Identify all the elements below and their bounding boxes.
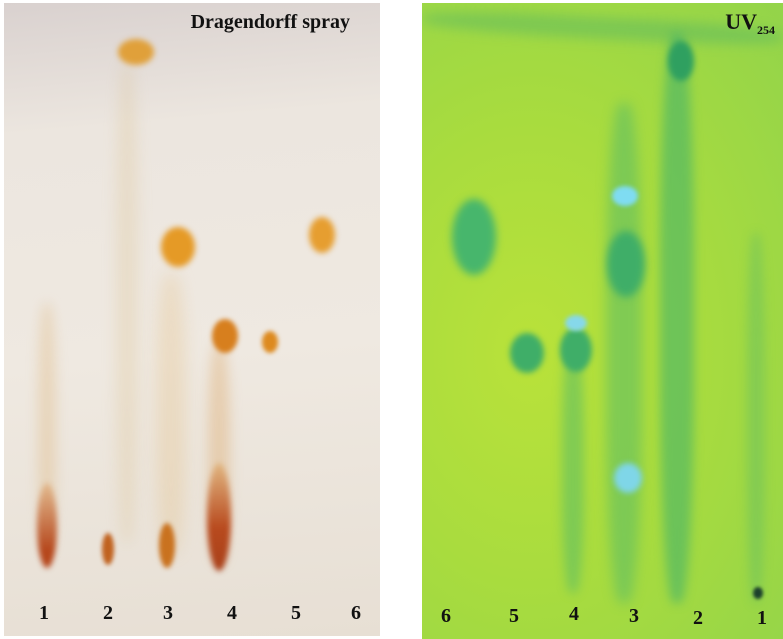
spot-uv-lane3-main [607, 231, 645, 297]
plate-title-uv254: UV254 [725, 9, 775, 37]
lane-label: 2 [103, 602, 113, 624]
lane-label: 4 [569, 603, 579, 625]
lane-label: 3 [163, 602, 173, 624]
spot-lane4-main [212, 319, 238, 353]
spot-lane2-front [118, 39, 154, 65]
lane-label: 1 [39, 602, 49, 624]
spot-lane3-main [161, 227, 195, 267]
lane-streak-2 [116, 63, 138, 543]
spot-uv-lane2-top [668, 41, 694, 81]
lane-label: 6 [351, 602, 361, 624]
plate-title-uv-wavelength: 254 [757, 23, 775, 37]
spot-lane6-main [309, 217, 335, 253]
spot-uv-lane4-fluor [565, 315, 587, 331]
tlc-plate-uv254: UV254 6 5 4 3 2 1 [422, 3, 783, 639]
spot-lane4-origin [207, 463, 231, 571]
lane-label: 6 [441, 605, 451, 627]
lane-label: 5 [291, 602, 301, 624]
spot-lane1-origin [37, 483, 57, 568]
lane-label: 4 [227, 602, 237, 624]
tlc-plate-dragendorff: Dragendorff spray 1 2 3 4 5 6 [4, 3, 380, 636]
spot-uv-lane3-top-fluor [612, 186, 638, 206]
lane-label: 2 [693, 607, 703, 629]
lane-streak-uv-2 [660, 33, 694, 603]
lane-label: 5 [509, 605, 519, 627]
spot-lane2-origin [102, 533, 114, 565]
lane-streak-uv-3 [606, 103, 642, 603]
spot-uv-lane6 [452, 199, 496, 275]
lane-label: 1 [757, 607, 767, 629]
lane-streak-uv-1 [747, 233, 765, 603]
spot-uv-lane1-origin [753, 587, 763, 599]
plate-title-dragendorff: Dragendorff spray [190, 11, 350, 33]
spot-uv-lane4 [560, 328, 592, 372]
lane-streak-3 [156, 273, 186, 553]
spot-lane5-main [262, 331, 278, 353]
lane-streak-uv-4 [562, 333, 584, 593]
spot-uv-lane3-low-fluor [614, 463, 642, 493]
spot-uv-lane5 [510, 333, 544, 373]
spot-lane3-origin [159, 523, 175, 568]
plate-title-uv: UV [725, 9, 757, 34]
lane-label: 3 [629, 605, 639, 627]
